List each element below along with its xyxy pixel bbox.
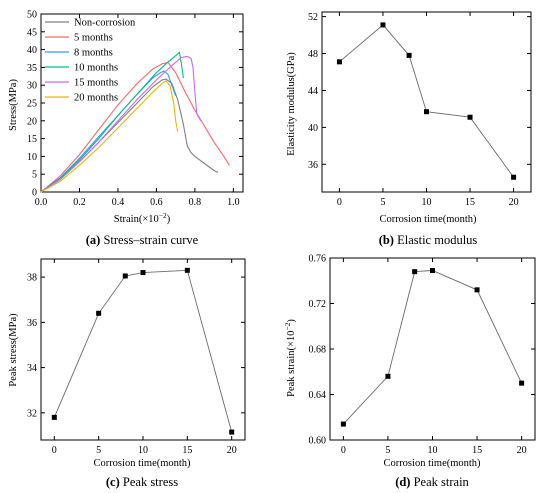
x-tick-label: 10 — [138, 445, 148, 456]
x-tick-label: 0.6 — [150, 197, 163, 208]
series-line-15-months — [40, 55, 202, 193]
y-tick-label: 0.76 — [309, 254, 327, 265]
series-line-10-months — [40, 51, 184, 193]
x-tick-label: 0 — [341, 445, 346, 456]
legend-label: 20 months — [74, 93, 118, 104]
data-point — [380, 22, 386, 28]
x-tick-label: 5 — [96, 445, 101, 456]
x-tick-label: 5 — [385, 445, 390, 456]
data-point — [467, 114, 473, 120]
series-line-0 — [339, 24, 514, 178]
data-point — [51, 414, 57, 420]
x-axis-label: Corrosion time(month) — [379, 214, 477, 225]
data-point — [340, 421, 346, 427]
plot-frame — [40, 258, 246, 441]
x-tick-label: 15 — [472, 445, 482, 456]
plot-frame — [329, 257, 536, 441]
x-tick-label: 20 — [517, 445, 527, 456]
x-tick-label: 5 — [380, 197, 385, 208]
y-axis-label: Elasticity modulus(GPa) — [286, 52, 297, 156]
y-tick-label: 44 — [308, 86, 318, 97]
y-tick-label: 36 — [27, 318, 37, 329]
data-point — [424, 109, 429, 115]
data-point — [519, 380, 525, 386]
y-tick-label: 36 — [308, 160, 318, 171]
y-tick-label: 30 — [27, 81, 37, 92]
panel-peak-stress: Peak stress(MPa) Corrosion time(month) (… — [8, 258, 246, 489]
data-point — [96, 310, 102, 316]
y-tick-label: 50 — [27, 10, 37, 21]
data-point — [140, 270, 146, 276]
x-tick-label: 0.8 — [189, 197, 202, 208]
y-tick-label: 0 — [32, 188, 37, 199]
x-tick-label: 20 — [509, 197, 519, 208]
x-tick-label: 0.4 — [112, 197, 125, 208]
y-axis-label: Stress(MPa) — [8, 79, 19, 131]
legend-label: 8 months — [74, 48, 113, 59]
y-tick-label: 45 — [27, 27, 37, 38]
x-tick-label: 0.0 — [35, 197, 48, 208]
series-line-0 — [53, 269, 233, 433]
x-tick-label: 20 — [227, 445, 237, 456]
panel-caption: (d) Peak strain — [395, 475, 469, 489]
data-point — [474, 287, 480, 293]
data-point — [184, 267, 190, 273]
x-tick-label: 0 — [337, 197, 342, 208]
panel-caption: (b) Elastic modulus — [379, 233, 478, 247]
y-tick-label: 34 — [27, 363, 37, 374]
x-axis-label: Corrosion time(month) — [93, 458, 191, 469]
data-point — [229, 429, 235, 435]
y-tick-label: 40 — [308, 123, 318, 134]
panel-peak-strain: Peak strain(×10−2) Corrosion time(month)… — [283, 254, 536, 489]
data-point — [336, 59, 342, 65]
data-point — [385, 373, 391, 379]
y-tick-label: 0.72 — [309, 299, 327, 310]
panel-caption: (c) Peak stress — [106, 475, 178, 489]
y-tick-label: 5 — [32, 170, 37, 181]
y-tick-label: 20 — [27, 116, 37, 127]
y-tick-label: 38 — [27, 273, 37, 284]
panel-stress-strain: Stress(MPa) Strain(×10−2) (a) Stress–str… — [8, 10, 244, 247]
y-tick-label: 48 — [308, 49, 318, 60]
y-axis-label: Peak stress(MPa) — [8, 313, 19, 387]
series-line-20-months — [40, 80, 179, 193]
legend-label: 5 months — [74, 33, 113, 44]
legend-label: 15 months — [74, 78, 118, 89]
panel-caption: (a) Stress–strain curve — [86, 233, 199, 247]
y-tick-label: 0.64 — [309, 390, 327, 401]
series-line-0 — [343, 270, 523, 425]
series-line-5-months — [40, 61, 230, 193]
y-tick-label: 15 — [27, 134, 37, 145]
legend-label: 10 months — [74, 63, 118, 74]
legend-label: Non-corrosion — [74, 18, 136, 29]
y-tick-label: 25 — [27, 99, 37, 110]
data-point — [511, 174, 517, 180]
y-tick-label: 0.60 — [309, 436, 327, 447]
plot-frame — [321, 11, 532, 193]
y-axis-label: Peak strain(×10−2) — [283, 319, 297, 397]
x-tick-label: 10 — [422, 197, 432, 208]
y-tick-label: 52 — [308, 12, 318, 23]
y-tick-label: 0.68 — [309, 345, 327, 356]
x-tick-label: 15 — [182, 445, 192, 456]
data-point — [406, 52, 412, 58]
y-tick-label: 10 — [27, 152, 37, 163]
data-point — [122, 273, 128, 279]
y-tick-label: 32 — [27, 408, 37, 419]
x-tick-label: 0 — [52, 445, 57, 456]
x-tick-label: 0.2 — [73, 197, 86, 208]
y-tick-label: 35 — [27, 63, 37, 74]
panel-elastic-modulus: Elasticity modulus(GPa) Corrosion time(m… — [286, 11, 532, 247]
y-tick-label: 40 — [27, 45, 37, 56]
data-point — [412, 269, 418, 275]
x-axis-label: Strain(×10−2) — [114, 211, 171, 225]
x-tick-label: 10 — [428, 445, 438, 456]
x-tick-label: 1.0 — [227, 197, 240, 208]
x-axis-label: Corrosion time(month) — [383, 458, 481, 469]
x-tick-label: 15 — [465, 197, 475, 208]
data-point — [430, 268, 435, 274]
